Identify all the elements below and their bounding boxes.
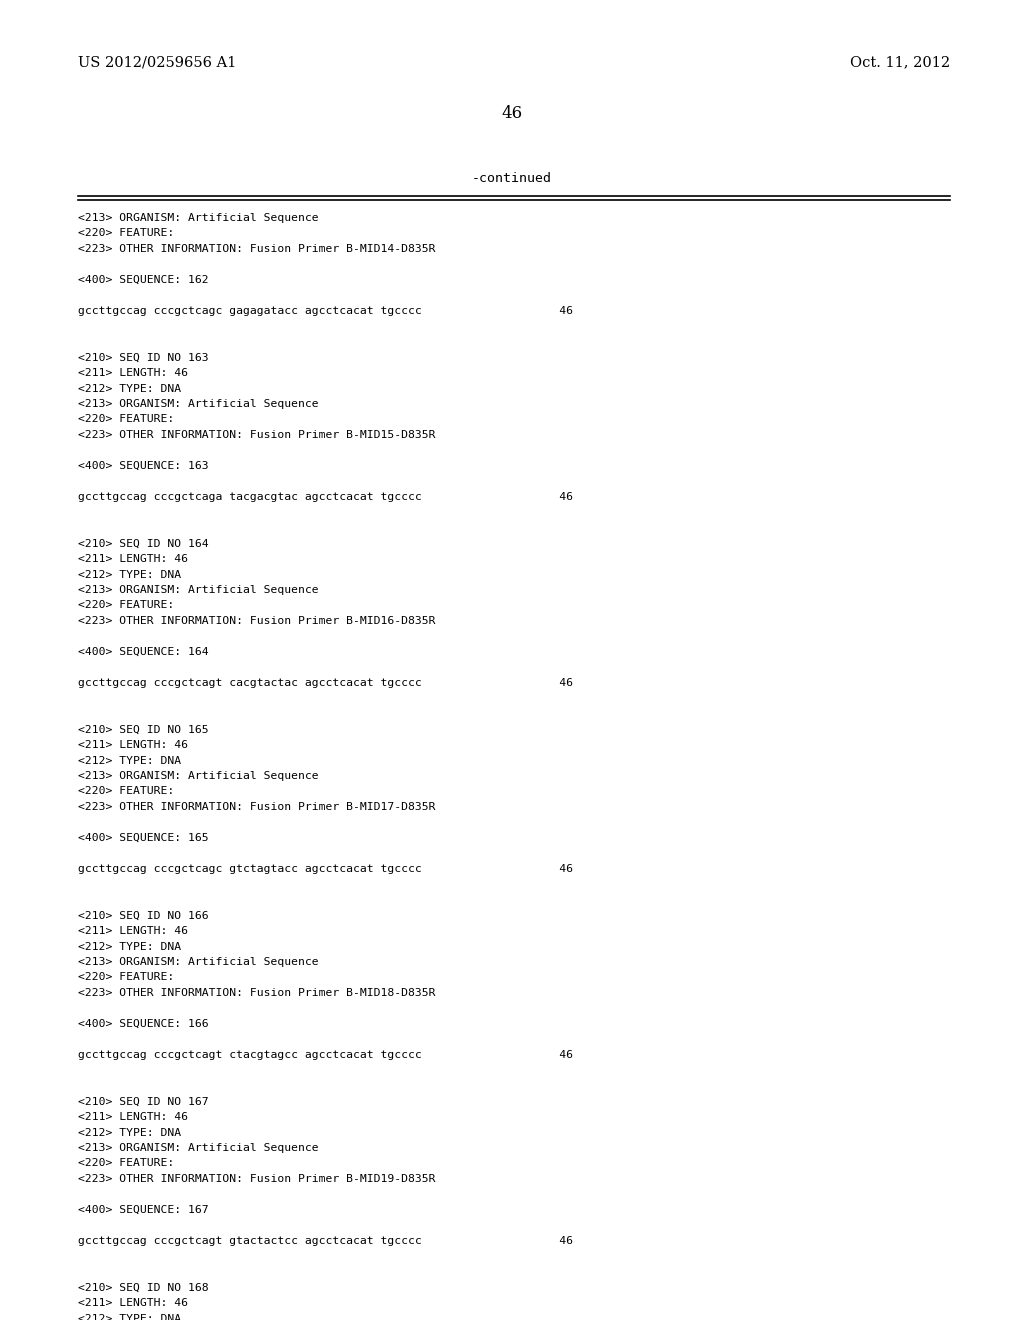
Text: <210> SEQ ID NO 165: <210> SEQ ID NO 165 xyxy=(78,725,209,734)
Text: <223> OTHER INFORMATION: Fusion Primer B-MID15-D835R: <223> OTHER INFORMATION: Fusion Primer B… xyxy=(78,430,435,440)
Text: <210> SEQ ID NO 164: <210> SEQ ID NO 164 xyxy=(78,539,209,549)
Text: <220> FEATURE:: <220> FEATURE: xyxy=(78,787,174,796)
Text: Oct. 11, 2012: Oct. 11, 2012 xyxy=(850,55,950,69)
Text: <400> SEQUENCE: 164: <400> SEQUENCE: 164 xyxy=(78,647,209,657)
Text: gccttgccag cccgctcagt ctacgtagcc agcctcacat tgcccc                    46: gccttgccag cccgctcagt ctacgtagcc agcctca… xyxy=(78,1049,573,1060)
Text: gccttgccag cccgctcagc gtctagtacc agcctcacat tgcccc                    46: gccttgccag cccgctcagc gtctagtacc agcctca… xyxy=(78,865,573,874)
Text: <210> SEQ ID NO 167: <210> SEQ ID NO 167 xyxy=(78,1097,209,1106)
Text: <400> SEQUENCE: 166: <400> SEQUENCE: 166 xyxy=(78,1019,209,1030)
Text: <220> FEATURE:: <220> FEATURE: xyxy=(78,1159,174,1168)
Text: gccttgccag cccgctcaga tacgacgtac agcctcacat tgcccc                    46: gccttgccag cccgctcaga tacgacgtac agcctca… xyxy=(78,492,573,502)
Text: <212> TYPE: DNA: <212> TYPE: DNA xyxy=(78,1127,181,1138)
Text: <400> SEQUENCE: 162: <400> SEQUENCE: 162 xyxy=(78,275,209,285)
Text: -continued: -continued xyxy=(472,172,552,185)
Text: <213> ORGANISM: Artificial Sequence: <213> ORGANISM: Artificial Sequence xyxy=(78,399,318,409)
Text: gccttgccag cccgctcagt gtactactcc agcctcacat tgcccc                    46: gccttgccag cccgctcagt gtactactcc agcctca… xyxy=(78,1236,573,1246)
Text: <211> LENGTH: 46: <211> LENGTH: 46 xyxy=(78,1111,188,1122)
Text: <210> SEQ ID NO 163: <210> SEQ ID NO 163 xyxy=(78,352,209,363)
Text: <400> SEQUENCE: 163: <400> SEQUENCE: 163 xyxy=(78,461,209,471)
Text: <213> ORGANISM: Artificial Sequence: <213> ORGANISM: Artificial Sequence xyxy=(78,771,318,781)
Text: <211> LENGTH: 46: <211> LENGTH: 46 xyxy=(78,368,188,378)
Text: 46: 46 xyxy=(502,106,522,121)
Text: <212> TYPE: DNA: <212> TYPE: DNA xyxy=(78,941,181,952)
Text: <212> TYPE: DNA: <212> TYPE: DNA xyxy=(78,755,181,766)
Text: <223> OTHER INFORMATION: Fusion Primer B-MID17-D835R: <223> OTHER INFORMATION: Fusion Primer B… xyxy=(78,803,435,812)
Text: <400> SEQUENCE: 167: <400> SEQUENCE: 167 xyxy=(78,1205,209,1214)
Text: <220> FEATURE:: <220> FEATURE: xyxy=(78,414,174,425)
Text: <212> TYPE: DNA: <212> TYPE: DNA xyxy=(78,384,181,393)
Text: <212> TYPE: DNA: <212> TYPE: DNA xyxy=(78,569,181,579)
Text: <223> OTHER INFORMATION: Fusion Primer B-MID16-D835R: <223> OTHER INFORMATION: Fusion Primer B… xyxy=(78,616,435,626)
Text: <220> FEATURE:: <220> FEATURE: xyxy=(78,601,174,610)
Text: <211> LENGTH: 46: <211> LENGTH: 46 xyxy=(78,927,188,936)
Text: <220> FEATURE:: <220> FEATURE: xyxy=(78,228,174,239)
Text: <213> ORGANISM: Artificial Sequence: <213> ORGANISM: Artificial Sequence xyxy=(78,1143,318,1152)
Text: <211> LENGTH: 46: <211> LENGTH: 46 xyxy=(78,554,188,564)
Text: <400> SEQUENCE: 165: <400> SEQUENCE: 165 xyxy=(78,833,209,843)
Text: <210> SEQ ID NO 166: <210> SEQ ID NO 166 xyxy=(78,911,209,920)
Text: <223> OTHER INFORMATION: Fusion Primer B-MID18-D835R: <223> OTHER INFORMATION: Fusion Primer B… xyxy=(78,987,435,998)
Text: <223> OTHER INFORMATION: Fusion Primer B-MID14-D835R: <223> OTHER INFORMATION: Fusion Primer B… xyxy=(78,244,435,253)
Text: <211> LENGTH: 46: <211> LENGTH: 46 xyxy=(78,1298,188,1308)
Text: <213> ORGANISM: Artificial Sequence: <213> ORGANISM: Artificial Sequence xyxy=(78,957,318,968)
Text: <211> LENGTH: 46: <211> LENGTH: 46 xyxy=(78,741,188,750)
Text: gccttgccag cccgctcagt cacgtactac agcctcacat tgcccc                    46: gccttgccag cccgctcagt cacgtactac agcctca… xyxy=(78,678,573,688)
Text: <213> ORGANISM: Artificial Sequence: <213> ORGANISM: Artificial Sequence xyxy=(78,213,318,223)
Text: <213> ORGANISM: Artificial Sequence: <213> ORGANISM: Artificial Sequence xyxy=(78,585,318,595)
Text: <220> FEATURE:: <220> FEATURE: xyxy=(78,973,174,982)
Text: US 2012/0259656 A1: US 2012/0259656 A1 xyxy=(78,55,237,69)
Text: gccttgccag cccgctcagc gagagatacc agcctcacat tgcccc                    46: gccttgccag cccgctcagc gagagatacc agcctca… xyxy=(78,306,573,315)
Text: <223> OTHER INFORMATION: Fusion Primer B-MID19-D835R: <223> OTHER INFORMATION: Fusion Primer B… xyxy=(78,1173,435,1184)
Text: <210> SEQ ID NO 168: <210> SEQ ID NO 168 xyxy=(78,1283,209,1292)
Text: <212> TYPE: DNA: <212> TYPE: DNA xyxy=(78,1313,181,1320)
